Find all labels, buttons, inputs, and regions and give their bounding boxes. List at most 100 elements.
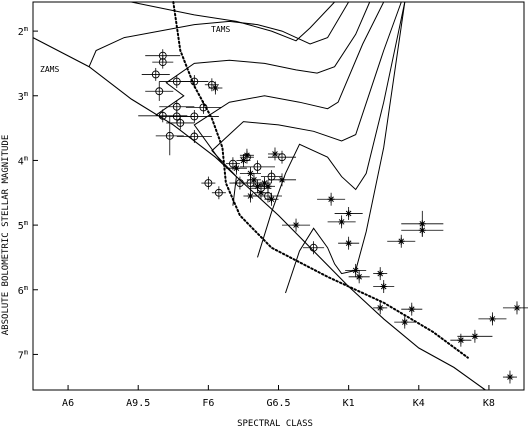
- x-tick-label: K8: [483, 398, 495, 409]
- star-point: [327, 215, 356, 229]
- star-marker: [471, 332, 479, 340]
- star-marker: [418, 226, 426, 234]
- star-point: [246, 173, 261, 187]
- star-point: [345, 263, 367, 277]
- x-tick-label: A9.5: [126, 398, 150, 409]
- circle-point: [145, 81, 174, 101]
- star-point: [478, 312, 507, 326]
- circle-point: [155, 116, 184, 156]
- circle-point: [185, 100, 221, 114]
- star-marker: [376, 304, 384, 312]
- star-point: [236, 153, 251, 167]
- zams-curve: [32, 37, 486, 391]
- zams-line: [32, 37, 486, 391]
- star-marker: [457, 336, 465, 344]
- star-marker: [271, 150, 279, 158]
- star-marker: [327, 195, 335, 203]
- circle-point: [138, 109, 188, 123]
- x-axis-ticks: A6 A9.5 F6 G6.5 K1 K4 K8: [62, 385, 495, 409]
- star-marker: [513, 304, 521, 312]
- star-point: [338, 236, 360, 250]
- star-point: [257, 176, 272, 190]
- star-point: [250, 179, 265, 193]
- star-point: [457, 329, 493, 343]
- circle-marker: [199, 103, 208, 112]
- circle-marker: [204, 179, 213, 188]
- star-point: [373, 280, 395, 293]
- y-tick-label: 2m: [18, 25, 28, 38]
- star-marker: [488, 315, 496, 323]
- star-marker: [376, 270, 384, 278]
- star-point: [401, 223, 444, 237]
- star-marker: [253, 182, 261, 190]
- y-tick-label: 5m: [18, 219, 28, 232]
- star-point: [208, 81, 223, 95]
- circle-marker: [190, 132, 199, 141]
- y-tick-label: 7m: [18, 348, 28, 361]
- star-marker: [278, 176, 286, 184]
- track-4: [193, 1, 385, 164]
- circle-marker: [155, 87, 164, 96]
- circle-marker: [165, 131, 174, 140]
- star-point: [450, 333, 472, 347]
- y-tick-label: 6m: [18, 284, 28, 297]
- star-marker: [292, 221, 300, 229]
- y-axis-label: ABSOLUTE BOLOMETRIC STELLAR MAGNITUDE: [1, 135, 11, 335]
- star-point: [282, 218, 311, 232]
- star-point: [243, 189, 258, 203]
- x-tick-label: G6.5: [266, 398, 290, 409]
- track-2: [257, 1, 406, 258]
- star-point: [502, 301, 528, 315]
- zams-label: ZAMS: [40, 65, 59, 74]
- star-point: [373, 267, 388, 281]
- star-point: [239, 148, 254, 162]
- star-marker: [352, 266, 360, 274]
- star-point: [264, 192, 279, 206]
- circle-marker: [176, 118, 185, 127]
- star-marker: [243, 151, 251, 159]
- circle-point: [166, 116, 195, 130]
- circle-marker: [235, 179, 244, 188]
- circle-marker: [158, 58, 167, 67]
- star-point: [334, 206, 363, 220]
- x-axis-label: SPECTRAL CLASS: [237, 419, 313, 429]
- evolutionary-tracks: [88, 1, 406, 294]
- circle-marker: [158, 111, 167, 120]
- circle-point: [303, 241, 325, 255]
- track-1: [285, 1, 406, 294]
- track-5: [155, 1, 371, 116]
- star-marker: [232, 164, 240, 172]
- x-tick-label: A6: [62, 398, 74, 409]
- y-axis-ticks: 2m 3m 4m 5m 6m 7m: [18, 25, 38, 361]
- circle-marker: [151, 70, 160, 79]
- circle-point: [229, 176, 251, 190]
- y-tick-label: 3m: [18, 90, 28, 103]
- star-marker: [239, 156, 247, 164]
- circle-point: [169, 109, 219, 123]
- star-marker: [355, 273, 363, 281]
- star-point: [253, 186, 268, 200]
- y-tick-label: 4m: [18, 154, 28, 167]
- circle-point: [141, 67, 170, 81]
- star-point: [348, 270, 370, 284]
- x-tick-label: F6: [202, 398, 214, 409]
- star-point: [502, 370, 517, 384]
- circle-marker: [172, 77, 181, 86]
- star-marker: [397, 237, 405, 245]
- star-point: [373, 301, 388, 315]
- star-marker: [264, 182, 272, 190]
- circle-marker: [190, 77, 199, 86]
- star-marker: [211, 84, 219, 92]
- star-point: [387, 234, 416, 248]
- star-marker: [345, 209, 353, 217]
- star-marker: [246, 169, 254, 177]
- star-point: [267, 147, 283, 161]
- star-point: [267, 173, 297, 187]
- star-marker: [267, 195, 275, 203]
- circle-marker: [214, 188, 223, 197]
- star-marker: [345, 239, 353, 247]
- circle-marker: [253, 162, 262, 171]
- star-marker: [401, 318, 409, 326]
- track-7: [131, 1, 335, 42]
- circle-point: [239, 160, 275, 174]
